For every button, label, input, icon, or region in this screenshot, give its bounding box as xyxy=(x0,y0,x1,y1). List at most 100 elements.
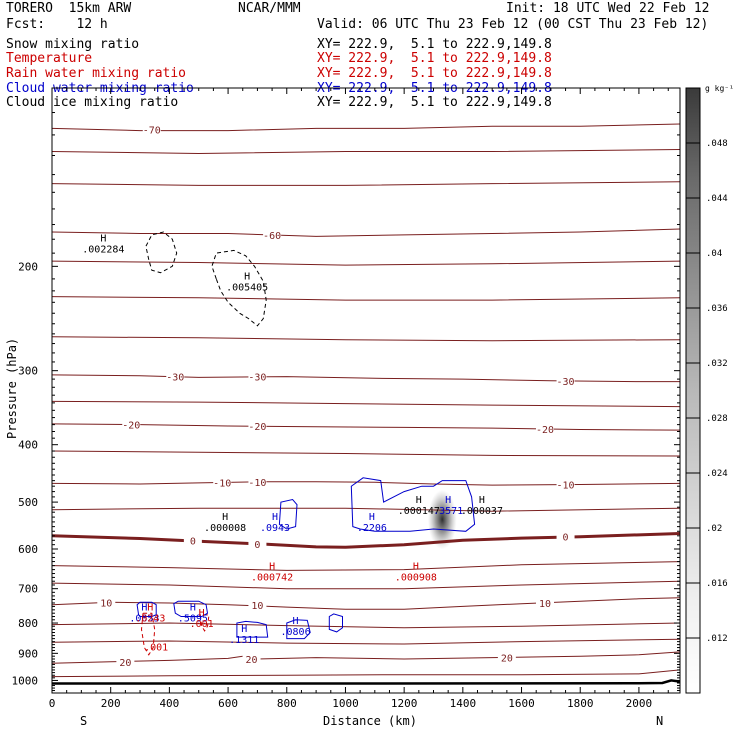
max-marker-h: H xyxy=(293,616,299,627)
x-tick-label: 2000 xyxy=(626,697,653,710)
org-title: NCAR/MMM xyxy=(238,1,301,16)
contour-label: 0 xyxy=(254,540,260,551)
snow-contour xyxy=(211,249,267,327)
colorbar-tick-label: .044 xyxy=(706,194,728,204)
temperature-contour-10 xyxy=(52,597,680,610)
field-xy-temperature: XY= 222.9, 5.1 to 222.9,149.8 xyxy=(317,51,552,66)
field-label-temperature: Temperature xyxy=(6,51,93,66)
y-tick-label: 700 xyxy=(18,583,38,596)
y-tick-label: 200 xyxy=(18,260,38,273)
contour-label: 10 xyxy=(100,598,112,609)
x-tick-label: 1400 xyxy=(450,697,477,710)
temperature-contour--20 xyxy=(52,423,680,431)
temperature-contour xyxy=(52,507,680,512)
max-marker-h: H xyxy=(241,624,247,635)
contour-label: 20 xyxy=(501,653,513,664)
contour-label: 20 xyxy=(246,655,258,666)
contour-label-bg xyxy=(536,423,555,434)
field-xy-cloud-water: XY= 222.9, 5.1 to 222.9,149.8 xyxy=(317,81,552,96)
colorbar-tick-label: .036 xyxy=(706,304,728,314)
contour-label: 0 xyxy=(563,533,569,544)
colorbar-tick-label: .02 xyxy=(706,524,722,534)
max-value: .0243 xyxy=(135,614,165,625)
field-xy-rain: XY= 222.9, 5.1 to 222.9,149.8 xyxy=(317,66,552,81)
y-tick-label: 800 xyxy=(18,617,38,630)
contour-label: -10 xyxy=(557,481,575,492)
contour-label-bg xyxy=(142,124,161,135)
temperature-contour--60 xyxy=(52,228,680,237)
contour-label: 10 xyxy=(251,601,263,612)
field-label-rain: Rain water mixing ratio xyxy=(6,66,187,81)
max-marker-h: H xyxy=(272,512,278,523)
cloud-water-contour xyxy=(278,498,298,530)
max-marker-h: H xyxy=(369,512,375,523)
max-marker-h: H xyxy=(147,603,153,614)
max-value: .001 xyxy=(190,619,214,630)
colorbar-unit: g kg⁻¹ xyxy=(705,84,734,93)
contour-label-bg xyxy=(116,656,135,667)
contour-label-bg xyxy=(248,421,267,432)
contour-label-bg xyxy=(183,535,202,546)
max-marker-h: H xyxy=(269,562,275,573)
temperature-contour xyxy=(52,450,680,457)
temperature-contour--30 xyxy=(52,374,680,383)
x-tick-label: 400 xyxy=(159,697,179,710)
temperature-contour xyxy=(52,296,680,301)
contour-label-bg xyxy=(97,597,116,608)
contour-label: -20 xyxy=(536,425,554,436)
temperature-contour xyxy=(52,336,680,342)
temperature-contour-20 xyxy=(52,651,680,664)
max-value: .000147 xyxy=(398,506,440,517)
contour-label-bg xyxy=(248,371,267,382)
max-marker-h: H xyxy=(445,495,451,506)
contour-label-bg xyxy=(122,419,141,430)
contour-label: -60 xyxy=(263,231,281,242)
y-tick-label: 500 xyxy=(18,496,38,509)
cloud-water-contour xyxy=(286,619,311,640)
plot-frame xyxy=(51,87,681,694)
contour-label: 0 xyxy=(190,537,196,548)
max-marker-h: H xyxy=(244,271,250,282)
max-marker-h: H xyxy=(141,603,147,614)
temperature-contour-0 xyxy=(52,532,680,549)
contour-label-bg xyxy=(556,479,575,490)
temperature-contour--10 xyxy=(52,481,680,486)
cloud-water-contour xyxy=(136,601,157,617)
contour-label: -70 xyxy=(143,125,161,136)
contour-label: -10 xyxy=(213,478,231,489)
x-end-label-north: N xyxy=(656,714,664,728)
init-time: Init: 18 UTC Wed 22 Feb 12 xyxy=(506,1,710,16)
y-tick-label: 1000 xyxy=(12,674,39,687)
max-value: .1311 xyxy=(229,635,259,646)
temperature-contour xyxy=(52,260,680,266)
x-tick-label: 0 xyxy=(49,697,56,710)
max-value: .2206 xyxy=(357,523,387,534)
y-axis-title: Pressure (hPa) xyxy=(5,337,19,439)
contour-label-bg xyxy=(248,476,267,487)
colorbar-tick-label: .048 xyxy=(706,139,728,149)
max-value: .0943 xyxy=(260,523,290,534)
x-tick-label: 1200 xyxy=(391,697,418,710)
temperature-contour xyxy=(52,638,680,645)
colorbar-tick-label: .04 xyxy=(706,249,722,259)
x-tick-label: 1600 xyxy=(508,697,535,710)
contour-label-bg xyxy=(242,653,261,664)
colorbar xyxy=(685,87,701,694)
temperature-contour xyxy=(52,400,680,408)
cloud-water-contour xyxy=(173,600,209,617)
terrain-surface xyxy=(52,679,680,685)
cloud-ice-shading xyxy=(427,489,457,550)
max-value: .001 xyxy=(144,643,168,654)
max-value: .002284 xyxy=(82,244,124,255)
contour-label: 10 xyxy=(539,599,551,610)
max-marker-h: H xyxy=(479,495,485,506)
temperature-contour xyxy=(52,181,680,186)
x-tick-label: 1000 xyxy=(332,697,359,710)
x-tick-label: 1800 xyxy=(567,697,594,710)
contour-label-bg xyxy=(556,375,575,386)
x-tick-label: 200 xyxy=(101,697,121,710)
model-title: TORERO 15km ARW xyxy=(6,1,132,16)
field-xy-cloud-ice: XY= 222.9, 5.1 to 222.9,149.8 xyxy=(317,95,552,110)
y-tick-label: 600 xyxy=(18,543,38,556)
